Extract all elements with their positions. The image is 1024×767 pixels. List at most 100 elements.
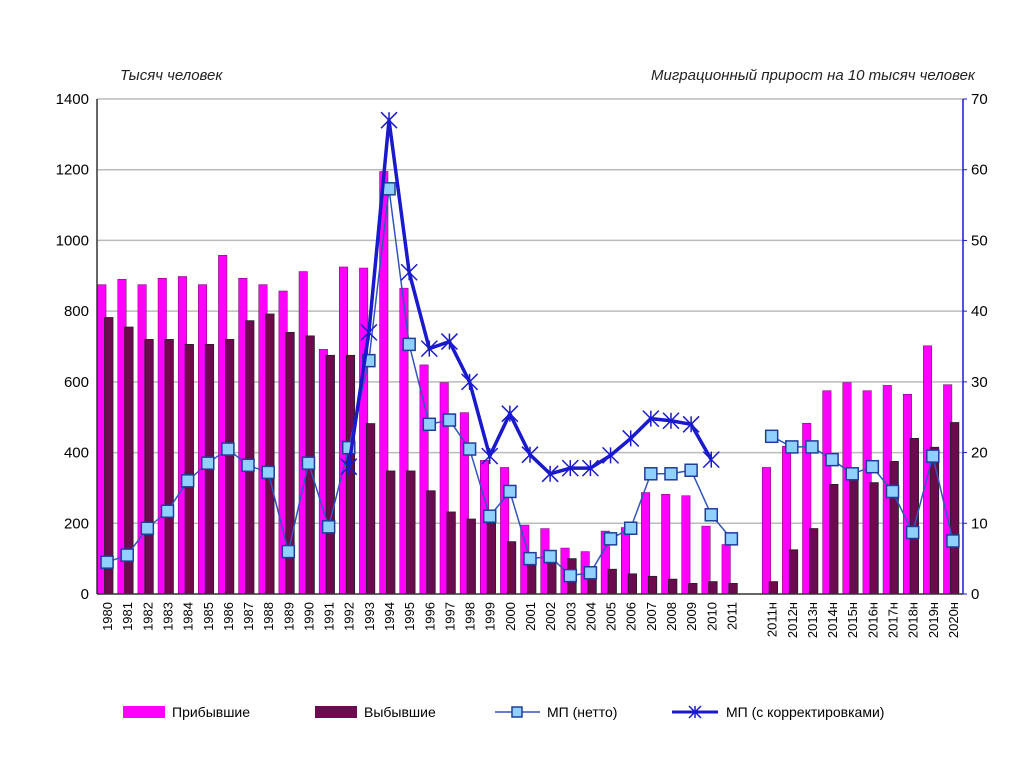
mp-corrected-point [400, 263, 418, 281]
axes: 0 200 400 600 800 1000 1200 1400 0 10 20 30 40 50 60 70… [56, 91, 988, 638]
lines [100, 111, 960, 583]
mp-net-point [583, 566, 598, 580]
mp-corrected-point [420, 340, 438, 358]
mp-corrected-point [481, 447, 499, 465]
mp-net-point [382, 182, 396, 196]
bar-departures [768, 581, 778, 595]
right-tick-label: 20 [971, 445, 988, 462]
x-tick-label: 1985 [201, 602, 216, 631]
mp-corrected-point [340, 458, 358, 476]
bar-departures [708, 581, 718, 595]
mp-net-point [120, 548, 134, 562]
mp-corrected-point [440, 333, 458, 351]
bar-departures [164, 339, 174, 595]
left-tick-label: 200 [64, 515, 89, 532]
x-tick-label: 2018н [906, 602, 921, 638]
mp-net-point [442, 413, 457, 427]
legend-label-mp-corrected: МП (с корректировками) [726, 704, 884, 720]
x-tick-label: 2001 [523, 602, 538, 631]
mp-net-point [724, 532, 739, 546]
x-tick-label: 2015н [845, 602, 860, 638]
mp-net-point [462, 442, 477, 456]
mp-net-line [771, 435, 954, 542]
mp-net-point [946, 534, 960, 548]
x-tick-label: 1981 [120, 602, 135, 631]
bar-departures [446, 511, 456, 595]
bar-departures [547, 560, 557, 595]
x-tick-label: 2017н [886, 602, 901, 638]
x-tick-label: 2011н [765, 602, 780, 637]
left-tick-label: 600 [64, 374, 89, 391]
mp-net-point [201, 456, 215, 470]
mp-net-point [503, 484, 517, 499]
bar-departures [929, 446, 940, 595]
mp-corrected-point [702, 451, 720, 469]
mp-net-point [241, 458, 255, 473]
left-tick-label: 0 [81, 586, 89, 603]
x-tick-label: 2010 [704, 602, 719, 631]
x-tick-label: 2012н [785, 602, 800, 638]
mp-net-point [321, 520, 336, 534]
x-tick-label: 1988 [261, 602, 276, 631]
legend-swatch-departures [315, 706, 357, 718]
mp-corrected-point [380, 111, 398, 129]
mp-net-point [221, 442, 235, 456]
left-tick-label: 1000 [56, 232, 89, 249]
x-tick-label: 2000 [503, 602, 518, 631]
mp-corrected-point [541, 465, 559, 483]
mp-net-point [422, 417, 437, 432]
bar-departures [486, 519, 497, 595]
mp-net-point [523, 551, 537, 566]
mp-net-point [865, 459, 880, 474]
mp-net-point [905, 525, 920, 540]
bar-departures [144, 339, 154, 595]
mp-net-point [543, 549, 557, 564]
legend-label-arrivals: Прибывшие [172, 704, 250, 720]
x-tick-label: 1999 [483, 602, 498, 631]
bar-departures [788, 549, 799, 595]
bar-departures [406, 470, 416, 595]
bar-departures [104, 317, 114, 595]
mp-net-point [281, 544, 296, 559]
legend-label-departures: Выбывшие [364, 704, 436, 720]
mp-net-point [704, 508, 719, 522]
mp-net-point [261, 465, 275, 480]
x-tick-label: 1982 [140, 602, 155, 631]
legend-swatch-arrivals [123, 706, 165, 718]
left-tick-label: 800 [64, 303, 89, 320]
legend-label-mp-net: МП (нетто) [547, 704, 617, 720]
mp-net-point [180, 474, 195, 488]
x-tick-label: 2014н [825, 602, 840, 638]
mp-corrected-point [642, 410, 660, 428]
x-tick-label: 2013н [805, 602, 820, 638]
bar-departures [245, 320, 255, 595]
bar-departures [849, 471, 859, 595]
x-tick-label: 1993 [362, 602, 377, 631]
x-tick-label: 2004 [583, 602, 598, 631]
x-tick-label: 1987 [241, 602, 256, 631]
mp-corrected-point [622, 429, 640, 447]
mp-corrected-point [561, 459, 579, 477]
right-tick-label: 0 [971, 586, 979, 603]
right-tick-label: 30 [971, 374, 988, 391]
mp-corrected-point [662, 412, 680, 430]
x-tick-label: 1992 [342, 602, 357, 631]
left-axis-caption: Тысяч человек [120, 67, 223, 84]
x-tick-label: 1997 [442, 602, 457, 631]
mp-net-point [160, 504, 175, 519]
mp-corrected-point [682, 415, 700, 433]
bar-departures [627, 573, 638, 595]
x-tick-label: 2019н [926, 602, 941, 638]
mp-net-point [785, 440, 799, 454]
bar-departures [829, 483, 839, 595]
legend-marker-mp-net [511, 706, 523, 718]
right-tick-label: 40 [971, 303, 988, 320]
bar-departures [365, 423, 376, 595]
right-tick-label: 60 [971, 162, 988, 179]
bar-departures [869, 482, 879, 595]
bar-departures [184, 343, 194, 595]
x-tick-label: 2007 [644, 602, 659, 631]
x-tick-label: 2020н [946, 602, 961, 638]
bar-departures [466, 518, 476, 595]
bar-departures [386, 470, 396, 595]
